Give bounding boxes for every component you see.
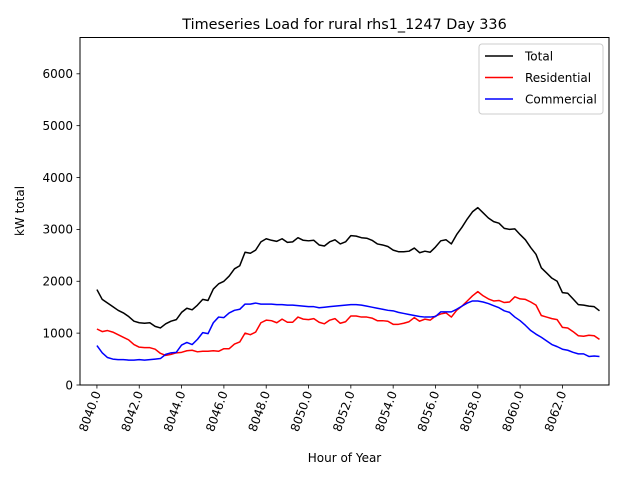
y-tick-label: 0 xyxy=(65,378,73,392)
legend-label-commercial: Commercial xyxy=(525,93,597,107)
series-line-total xyxy=(96,206,600,329)
series-line-residential xyxy=(96,290,600,357)
legend-label-residential: Residential xyxy=(525,71,591,85)
legend-label-total: Total xyxy=(524,50,553,64)
chart-title: Timeseries Load for rural rhs1_1247 Day … xyxy=(181,17,507,33)
y-axis-ticks: 0 1000 2000 3000 4000 5000 6000 xyxy=(42,67,80,392)
series-layer xyxy=(96,206,600,361)
series-line-commercial xyxy=(96,300,600,361)
y-tick-label: 1000 xyxy=(42,326,73,340)
y-tick-label: 4000 xyxy=(42,171,73,185)
y-tick-label: 5000 xyxy=(42,119,73,133)
legend-box xyxy=(478,43,604,115)
legend: Total Residential Commercial xyxy=(478,43,604,115)
y-tick-label: 2000 xyxy=(42,275,73,289)
y-axis-label: kW total xyxy=(13,186,27,236)
y-tick-label: 6000 xyxy=(42,67,73,81)
x-axis-label: Hour of Year xyxy=(308,451,382,465)
plot-frame xyxy=(79,37,610,386)
y-tick-label: 3000 xyxy=(42,223,73,237)
